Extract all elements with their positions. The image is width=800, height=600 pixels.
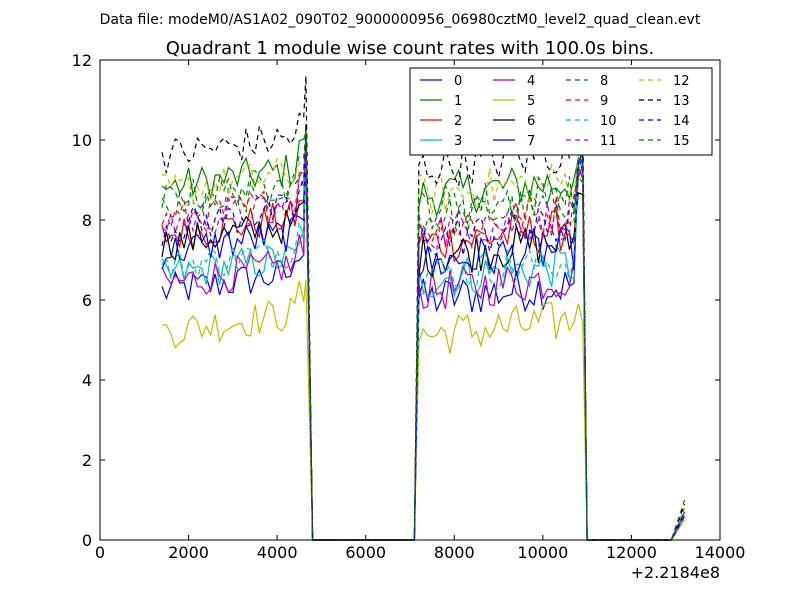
- x-tick-label-2: 4000: [257, 543, 298, 562]
- plot-frame: [99, 59, 721, 541]
- legend-label-1: 1: [454, 94, 462, 109]
- x-offset-label: +2.2184e8: [631, 563, 720, 582]
- series-line-9: [161, 139, 686, 541]
- x-tick-label-6: 12000: [606, 543, 657, 562]
- legend-label-3: 3: [454, 134, 462, 149]
- series-line-11: [161, 139, 686, 541]
- x-tick-label-7: 14000: [695, 543, 746, 562]
- series-line-12: [161, 131, 686, 541]
- legend-label-9: 9: [600, 94, 608, 109]
- legend-label-12: 12: [673, 74, 690, 89]
- legend-label-0: 0: [454, 74, 462, 89]
- legend-label-8: 8: [600, 74, 608, 89]
- series-line-8: [161, 135, 686, 541]
- axis-ticks: 0 2000 4000 6000 8000 10000 12000 1400002468101…: [72, 51, 746, 562]
- legend-label-13: 13: [673, 94, 690, 109]
- series-line-4: [161, 135, 686, 541]
- legend-frame: [409, 67, 713, 156]
- y-tick-label-3: 6: [82, 291, 92, 310]
- legend-label-14: 14: [673, 114, 690, 129]
- x-tick-label-0: 0: [95, 543, 105, 562]
- series-line-15: [161, 131, 686, 541]
- series-line-3: [161, 143, 686, 541]
- y-tick-label-0: 0: [82, 531, 92, 550]
- legend-label-15: 15: [673, 134, 690, 149]
- legend-label-7: 7: [527, 134, 535, 149]
- series-line-0: [161, 127, 686, 541]
- legend-label-5: 5: [527, 94, 535, 109]
- x-tick-label-4: 8000: [434, 543, 475, 562]
- chart-title: Quadrant 1 module wise count rates with …: [166, 38, 655, 59]
- legend-label-4: 4: [527, 74, 535, 89]
- y-tick-label-2: 4: [82, 371, 92, 390]
- series-line-14: [161, 135, 686, 541]
- legend-label-2: 2: [454, 114, 462, 129]
- legend-label-10: 10: [600, 114, 617, 129]
- legend-label-11: 11: [600, 134, 617, 149]
- y-tick-label-4: 8: [82, 211, 92, 230]
- x-tick-label-5: 10000: [517, 543, 568, 562]
- y-tick-label-5: 10: [72, 131, 92, 150]
- series-line-1: [161, 131, 686, 541]
- series-line-7: [161, 123, 686, 541]
- y-tick-label-6: 12: [72, 51, 92, 70]
- plot-lines: [161, 75, 686, 541]
- x-tick-label-1: 2000: [168, 543, 209, 562]
- y-tick-label-1: 2: [82, 451, 92, 470]
- series-line-5: [161, 279, 686, 541]
- x-tick-label-3: 6000: [345, 543, 386, 562]
- legend-label-6: 6: [527, 114, 535, 129]
- chart-suptitle: Data file: modeM0/AS1A02_090T02_90000009…: [100, 12, 701, 28]
